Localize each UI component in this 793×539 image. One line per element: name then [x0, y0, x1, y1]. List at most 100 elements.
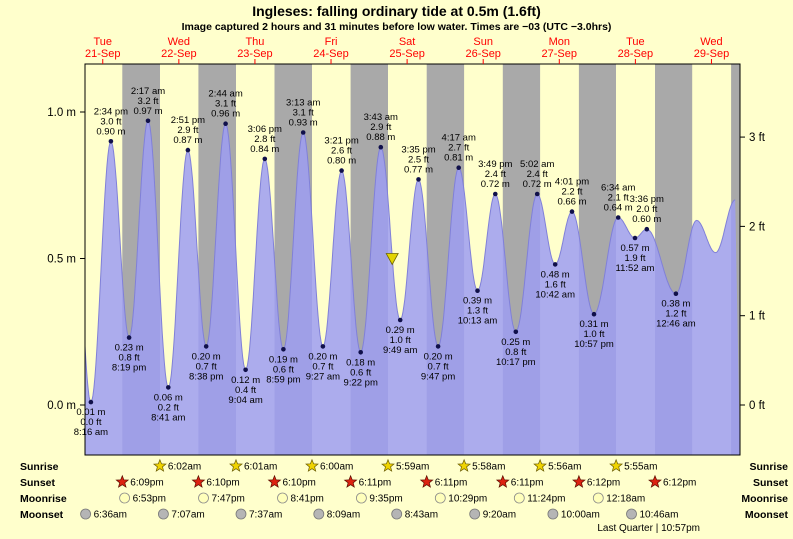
- tide-annotation: 10:42 am: [535, 289, 575, 300]
- tide-annotation: 0.72 m: [523, 179, 552, 190]
- tide-point: [615, 215, 621, 220]
- tide-annotation: 0.0 ft: [80, 417, 101, 428]
- tide-point: [262, 156, 268, 162]
- tide-annotation: 1.0 ft: [390, 335, 411, 346]
- chart-subtitle: Image captured 2 hours and 31 minutes be…: [181, 21, 612, 33]
- tide-annotation: 9:47 pm: [421, 371, 455, 382]
- moonset-icon: [235, 508, 247, 520]
- tide-annotation: 1.9 ft: [624, 253, 645, 264]
- day-label: Fri: [325, 36, 338, 48]
- sunset-time: 6:11pm: [511, 478, 544, 489]
- y-axis-label-left: 0.5 m: [47, 254, 76, 266]
- tide-annotation: 0.66 m: [557, 197, 586, 208]
- tide-annotation: 2.0 ft: [636, 204, 657, 215]
- sunset-icon: [191, 474, 206, 488]
- tide-point: [185, 147, 191, 153]
- tide-annotation: 10:57 pm: [574, 339, 614, 350]
- day-date-label: 28-Sep: [618, 48, 653, 60]
- moonset-icon: [391, 508, 403, 520]
- sunrise-icon: [229, 458, 243, 472]
- tide-annotation: 9:04 am: [228, 395, 262, 406]
- tide-annotation: 0.7 ft: [428, 361, 449, 372]
- sunrise-time: 6:02am: [168, 462, 201, 473]
- almanac-row-label-left: Moonset: [20, 509, 64, 521]
- tide-annotation: 0.6 ft: [273, 364, 294, 375]
- moonrise-icon: [119, 492, 130, 504]
- moonset-icon: [157, 508, 169, 520]
- tide-annotation: 0.88 m: [366, 132, 395, 143]
- tide-annotation: 0.20 m: [192, 351, 221, 362]
- tide-annotation: 0.18 m: [346, 357, 375, 368]
- tide-annotation: 9:22 pm: [344, 377, 378, 388]
- tide-annotation: 11:52 am: [616, 263, 655, 274]
- tide-annotation: 3:43 am: [364, 112, 398, 123]
- chart-title: Ingleses: falling ordinary tide at 0.5m …: [252, 3, 541, 19]
- tide-point: [339, 168, 344, 173]
- sunrise-icon: [305, 458, 319, 472]
- tide-point: [397, 317, 403, 323]
- moonset-time: 10:00am: [561, 510, 600, 521]
- sunrise-time: 6:01am: [244, 462, 277, 473]
- tide-annotation: 2.9 ft: [370, 122, 391, 133]
- tide-annotation: 0.20 m: [308, 351, 337, 362]
- tide-annotation: 0.12 m: [231, 375, 260, 386]
- moonrise-icon: [355, 492, 367, 504]
- sunset-icon: [343, 474, 358, 488]
- tide-annotation: 0.25 m: [501, 337, 530, 348]
- sunset-icon: [267, 474, 282, 488]
- tide-annotation: 12:46 am: [656, 319, 696, 330]
- tide-annotation: 2:17 am: [131, 86, 165, 97]
- tide-annotation: 0.93 m: [289, 118, 318, 129]
- sunrise-icon: [609, 458, 624, 472]
- tide-annotation: 3.0 ft: [100, 116, 121, 127]
- sunrise-icon: [533, 458, 547, 472]
- tide-point: [166, 385, 171, 390]
- tide-point: [644, 226, 650, 232]
- day-label: Tue: [626, 36, 645, 48]
- tide-annotation: 3:36 pm: [630, 194, 664, 205]
- tide-annotation: 2.9 ft: [177, 125, 198, 136]
- tide-annotation: 3:06 pm: [248, 124, 282, 135]
- tide-annotation: 3.1 ft: [215, 99, 236, 110]
- tide-annotation: 2.8 ft: [254, 134, 275, 145]
- tide-annotation: 5:02 am: [520, 159, 554, 170]
- tide-annotation: 3:35 pm: [401, 144, 435, 155]
- sunset-time: 6:10pm: [283, 478, 316, 489]
- tide-annotation: 0.60 m: [632, 214, 661, 225]
- moonset-icon: [547, 508, 559, 520]
- tide-annotation: 2.1 ft: [608, 193, 629, 204]
- day-date-label: 24-Sep: [313, 48, 348, 60]
- day-date-label: 27-Sep: [542, 48, 577, 60]
- y-axis-label-right: 0 ft: [749, 400, 766, 412]
- tide-annotation: 0.97 m: [133, 106, 162, 117]
- tide-point: [320, 344, 326, 349]
- tide-annotation: 8:16 am: [74, 427, 108, 438]
- tide-point: [203, 344, 209, 349]
- day-label: Thu: [245, 36, 264, 48]
- moonset-icon: [469, 508, 481, 520]
- tide-point: [243, 367, 248, 373]
- tide-point: [534, 191, 540, 197]
- tide-annotation: 0.2 ft: [158, 402, 179, 413]
- moonset-time: 10:46am: [640, 510, 679, 521]
- tide-annotation: 0.81 m: [444, 153, 473, 164]
- sunset-icon: [572, 474, 586, 488]
- tide-annotation: 2.5 ft: [408, 154, 429, 165]
- tide-annotation: 0.19 m: [269, 354, 298, 365]
- tide-annotation: 8:38 pm: [189, 371, 223, 382]
- tide-annotation: 2.4 ft: [485, 169, 506, 180]
- moonrise-time: 8:41pm: [291, 494, 324, 505]
- tide-point: [569, 209, 575, 214]
- sunset-time: 6:11pm: [435, 478, 468, 489]
- tide-annotation: 2:44 am: [208, 89, 242, 100]
- tide-annotation: 0.29 m: [386, 325, 415, 336]
- moonrise-time: 12:18am: [606, 494, 645, 505]
- y-axis-label-left: 1.0 m: [47, 107, 76, 119]
- sunset-time: 6:12pm: [587, 478, 620, 489]
- tide-annotation: 1.0 ft: [583, 329, 604, 340]
- tide-annotation: 4:17 am: [442, 133, 476, 144]
- tide-annotation: 2.6 ft: [331, 146, 352, 157]
- tide-annotation: 3.2 ft: [137, 96, 158, 107]
- tide-annotation: 1.2 ft: [665, 309, 686, 320]
- tide-point: [358, 350, 364, 355]
